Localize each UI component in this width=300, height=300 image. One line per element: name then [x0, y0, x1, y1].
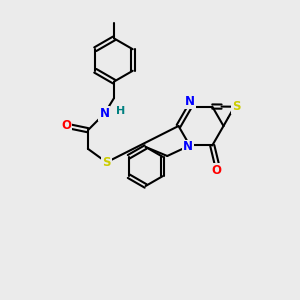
Text: S: S	[232, 100, 240, 113]
Text: N: N	[183, 140, 193, 154]
Text: O: O	[61, 119, 71, 133]
Text: O: O	[212, 164, 222, 177]
Text: S: S	[102, 156, 111, 169]
Text: N: N	[99, 107, 110, 120]
Text: H: H	[116, 106, 125, 116]
Text: N: N	[185, 95, 195, 108]
